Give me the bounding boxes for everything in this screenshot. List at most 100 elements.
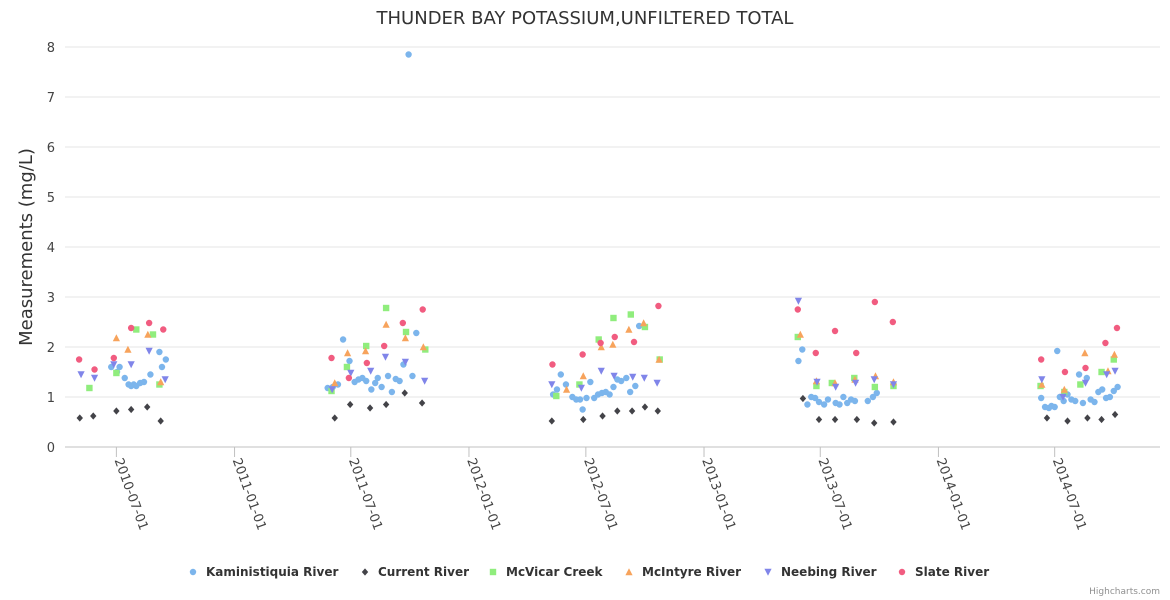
data-point[interactable] [1079,399,1087,407]
data-point[interactable] [374,374,381,382]
data-point[interactable] [1098,415,1105,424]
legend-item[interactable]: Slate River [898,565,989,579]
legend-symbol[interactable] [764,568,772,576]
data-point[interactable] [799,394,807,403]
data-point[interactable] [627,311,635,318]
data-point[interactable] [562,381,570,388]
data-point[interactable] [1075,371,1083,378]
legend-item[interactable]: Kaministiquia River [189,565,339,579]
data-point[interactable] [156,348,163,356]
data-point[interactable] [145,347,153,355]
data-point[interactable] [367,367,375,375]
data-point[interactable] [1102,339,1109,347]
data-point[interactable] [145,319,153,327]
data-point[interactable] [124,345,132,353]
data-point[interactable] [363,359,371,367]
legend-item[interactable]: Neebing River [764,565,877,579]
data-point[interactable] [635,322,643,330]
data-point[interactable] [655,302,662,310]
data-point[interactable] [831,415,839,424]
data-point[interactable] [597,339,604,347]
data-point[interactable] [813,382,820,390]
data-point[interactable] [623,374,630,382]
data-point[interactable] [1038,380,1046,388]
data-point[interactable] [110,361,118,369]
legend-item[interactable]: Current River [361,565,469,579]
data-point[interactable] [1054,347,1061,355]
data-point[interactable] [641,403,649,411]
data-point[interactable] [796,330,804,338]
data-point[interactable] [824,396,832,403]
legend-symbol[interactable] [189,568,197,576]
data-point[interactable] [1083,374,1090,382]
data-point[interactable] [553,386,561,393]
data-point[interactable] [76,414,83,422]
data-point[interactable] [871,383,879,391]
data-point[interactable] [378,383,385,391]
data-point[interactable] [853,349,860,357]
data-point[interactable] [853,415,861,424]
data-point[interactable] [339,336,347,343]
data-point[interactable] [617,377,625,385]
data-point[interactable] [363,342,370,350]
data-point[interactable] [157,378,165,386]
data-point[interactable] [579,351,586,358]
data-point[interactable] [1111,410,1119,419]
data-point[interactable] [804,401,811,408]
data-point[interactable] [346,400,354,409]
data-point[interactable] [363,377,370,385]
data-point[interactable] [382,320,390,328]
data-point[interactable] [628,407,636,415]
data-point[interactable] [381,353,390,361]
data-point[interactable] [815,415,823,424]
data-point[interactable] [840,393,847,401]
data-point[interactable] [1038,376,1046,384]
data-point[interactable] [562,385,571,393]
data-point[interactable] [812,349,819,357]
data-point[interactable] [1106,393,1114,401]
data-point[interactable] [149,331,157,338]
data-point[interactable] [419,306,426,313]
data-point[interactable] [147,371,154,378]
data-point[interactable] [419,343,427,351]
data-point[interactable] [388,388,396,396]
data-point[interactable] [599,412,606,420]
data-point[interactable] [401,358,409,366]
data-point[interactable] [1103,371,1111,379]
data-point[interactable] [597,367,605,375]
data-point[interactable] [871,419,878,427]
legend-item[interactable]: McIntyre River [625,565,741,579]
data-point[interactable] [366,404,374,412]
data-point[interactable] [331,414,338,422]
data-point[interactable] [869,393,877,401]
data-point[interactable] [640,319,648,327]
data-point[interactable] [347,369,355,377]
data-point[interactable] [597,343,605,351]
data-point[interactable] [345,374,353,382]
data-point[interactable] [611,333,618,341]
data-point[interactable] [1110,387,1117,395]
data-point[interactable] [1082,364,1089,372]
data-point[interactable] [831,327,839,335]
data-point[interactable] [1037,394,1045,402]
data-point[interactable] [127,361,135,369]
data-point[interactable] [871,298,879,306]
data-point[interactable] [121,374,128,382]
data-point[interactable] [1111,367,1119,375]
data-point[interactable] [653,379,661,387]
data-point[interactable] [328,354,335,362]
data-point[interactable] [799,346,806,353]
data-point[interactable] [90,374,99,382]
data-point[interactable] [77,371,85,379]
data-point[interactable] [90,412,97,420]
data-point[interactable] [1051,403,1058,411]
data-point[interactable] [1110,356,1117,363]
data-point[interactable] [1072,397,1079,405]
data-point[interactable] [421,377,429,385]
data-point[interactable] [583,394,590,402]
data-point[interactable] [144,330,152,338]
data-point[interactable] [890,418,897,426]
data-point[interactable] [794,306,801,313]
data-point[interactable] [110,354,118,362]
data-point[interactable] [614,407,621,415]
